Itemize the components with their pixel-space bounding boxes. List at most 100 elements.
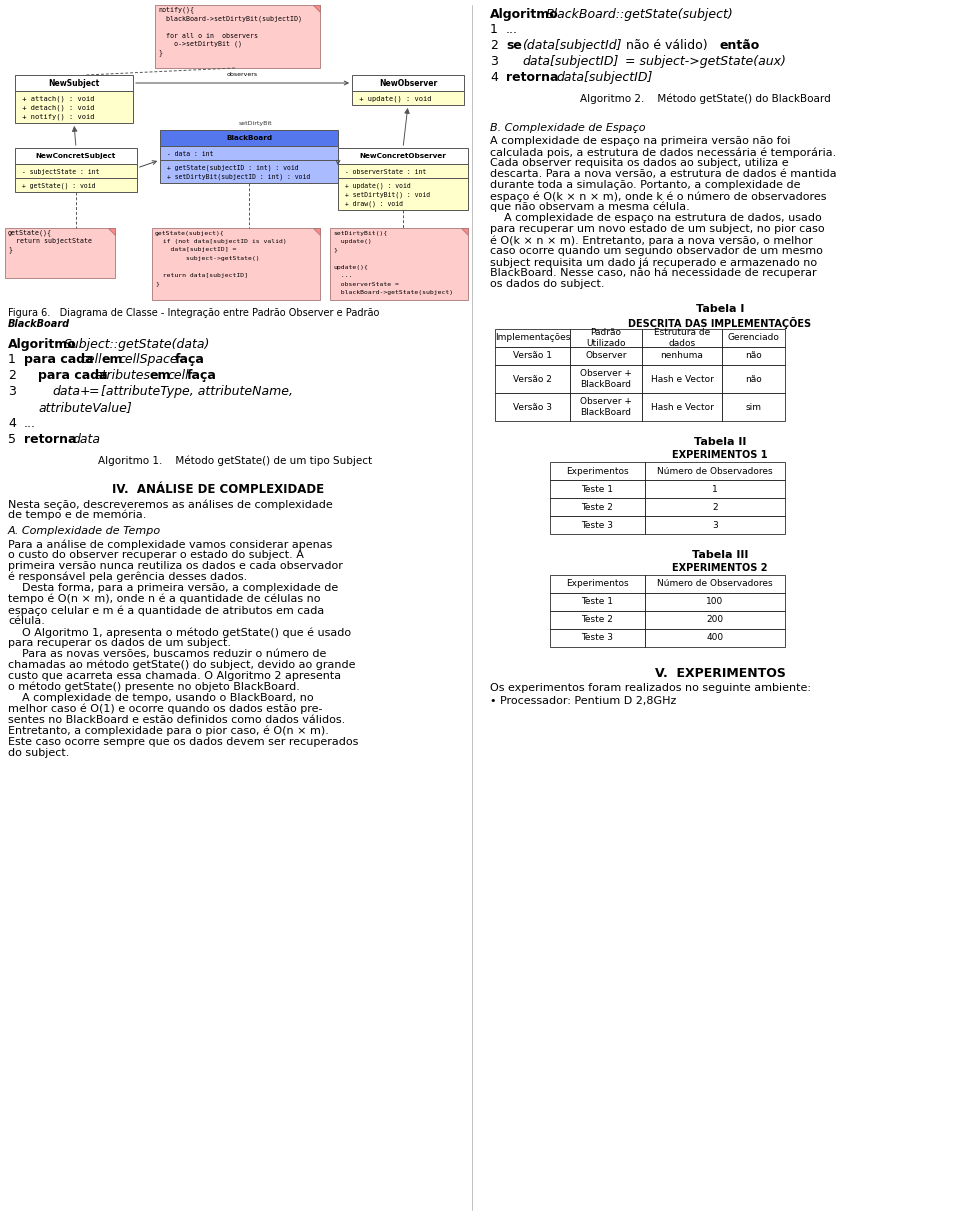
Text: Gerenciado: Gerenciado xyxy=(728,334,780,343)
Text: observers: observers xyxy=(227,72,258,77)
Bar xyxy=(570,329,642,347)
Text: espaço é O(k × n × m), onde k é o número de observadores: espaço é O(k × n × m), onde k é o número… xyxy=(490,191,827,201)
Bar xyxy=(645,629,785,647)
Bar xyxy=(352,91,464,105)
Text: Para as novas versões, buscamos reduzir o número de: Para as novas versões, buscamos reduzir … xyxy=(8,649,326,659)
Bar xyxy=(550,629,645,647)
Polygon shape xyxy=(461,228,468,235)
Text: 100: 100 xyxy=(707,597,724,607)
Text: BlackBoard: BlackBoard xyxy=(8,319,70,329)
Text: A complexidade de espaço na estrutura de dados, usado: A complexidade de espaço na estrutura de… xyxy=(490,213,822,223)
Text: + getState(subjectID : int) : void: + getState(subjectID : int) : void xyxy=(163,165,299,171)
Text: [attributeType, attributeName,: [attributeType, attributeName, xyxy=(101,385,293,397)
Polygon shape xyxy=(108,228,115,235)
Text: Observer +
BlackBoard: Observer + BlackBoard xyxy=(580,369,632,389)
Bar xyxy=(152,228,320,300)
Text: • Processador: Pentium D 2,8GHz: • Processador: Pentium D 2,8GHz xyxy=(490,696,677,706)
Bar xyxy=(15,147,137,165)
Text: 1: 1 xyxy=(8,354,16,366)
Bar xyxy=(352,76,464,91)
Text: Entretanto, a complexidade para o pior caso, é O(n × m).: Entretanto, a complexidade para o pior c… xyxy=(8,727,329,736)
Text: retorna: retorna xyxy=(506,71,559,84)
Text: o método getState() presente no objeto BlackBoard.: o método getState() presente no objeto B… xyxy=(8,681,300,692)
Bar xyxy=(338,147,468,165)
Text: de tempo e de memória.: de tempo e de memória. xyxy=(8,510,146,521)
Bar xyxy=(645,611,785,629)
Bar xyxy=(570,364,642,393)
Text: blackBoard->setDirtyBit(subjectID): blackBoard->setDirtyBit(subjectID) xyxy=(158,16,302,22)
Text: + update() : void: + update() : void xyxy=(355,96,431,102)
Text: 3: 3 xyxy=(712,521,718,529)
Text: célula.: célula. xyxy=(8,616,45,627)
Text: em: em xyxy=(150,369,172,382)
Text: data[subjectID]: data[subjectID] xyxy=(522,55,618,68)
Text: data+: data+ xyxy=(52,385,90,397)
Bar xyxy=(550,575,645,592)
Text: for all o in  observers: for all o in observers xyxy=(158,33,258,39)
Text: getState(){: getState(){ xyxy=(8,229,52,236)
Text: para cada: para cada xyxy=(38,369,108,382)
Text: IV.  ANÁLISE DE COMPLEXIDADE: IV. ANÁLISE DE COMPLEXIDADE xyxy=(112,483,324,496)
Text: descarta. Para a nova versão, a estrutura de dados é mantida: descarta. Para a nova versão, a estrutur… xyxy=(490,169,836,179)
Bar xyxy=(338,178,468,210)
Text: subject->getState(): subject->getState() xyxy=(155,256,259,261)
Text: chamadas ao método getState() do subject, devido ao grande: chamadas ao método getState() do subject… xyxy=(8,659,355,670)
Text: = subject->getState(aux): = subject->getState(aux) xyxy=(625,55,786,68)
Text: NewConcretObserver: NewConcretObserver xyxy=(360,154,446,158)
Text: 2: 2 xyxy=(712,502,718,512)
Text: - data : int: - data : int xyxy=(163,151,213,157)
Text: }: } xyxy=(155,282,158,286)
Text: Algoritmo 1.    Método getState() de um tipo Subject: Algoritmo 1. Método getState() de um tip… xyxy=(98,455,372,466)
Bar xyxy=(15,178,137,193)
Text: data: data xyxy=(72,433,100,446)
Bar xyxy=(15,91,133,123)
Bar xyxy=(645,575,785,592)
Text: Implementações: Implementações xyxy=(494,334,570,343)
Text: notify(){: notify(){ xyxy=(158,6,194,13)
Text: Teste 2: Teste 2 xyxy=(582,502,613,512)
Text: 3: 3 xyxy=(8,385,16,397)
Text: então: então xyxy=(720,39,760,52)
Text: EXPERIMENTOS 2: EXPERIMENTOS 2 xyxy=(672,563,768,573)
Text: Este caso ocorre sempre que os dados devem ser recuperados: Este caso ocorre sempre que os dados dev… xyxy=(8,737,358,747)
Bar xyxy=(495,364,570,393)
Bar xyxy=(15,76,133,91)
Text: DESCRITA DAS IMPLEMENTAÇÕES: DESCRITA DAS IMPLEMENTAÇÕES xyxy=(629,317,811,329)
Text: Hash e Vector: Hash e Vector xyxy=(651,402,713,412)
Text: 400: 400 xyxy=(707,634,724,642)
Text: NewSubject: NewSubject xyxy=(48,78,100,88)
Text: Os experimentos foram realizados no seguinte ambiente:: Os experimentos foram realizados no segu… xyxy=(490,683,811,692)
Text: if (not data[subjectID is valid): if (not data[subjectID is valid) xyxy=(155,239,287,244)
Text: Observer +
BlackBoard: Observer + BlackBoard xyxy=(580,397,632,417)
Bar xyxy=(722,364,785,393)
Text: sim: sim xyxy=(746,402,761,412)
Text: data[subjectID] =: data[subjectID] = xyxy=(155,247,236,252)
Text: setDirtyBit: setDirtyBit xyxy=(239,121,273,126)
Text: return data[subjectID]: return data[subjectID] xyxy=(155,273,248,278)
Text: - observerState : int: - observerState : int xyxy=(341,169,426,176)
Text: nenhuma: nenhuma xyxy=(660,351,704,361)
Text: + draw() : void: + draw() : void xyxy=(341,201,403,207)
Text: update(){: update(){ xyxy=(333,265,368,269)
Bar xyxy=(642,364,722,393)
Text: setDirtyBit(){: setDirtyBit(){ xyxy=(333,230,387,235)
Polygon shape xyxy=(313,5,320,12)
Text: faça: faça xyxy=(187,369,217,382)
Bar xyxy=(15,165,137,178)
Text: Padrão
Utilizado: Padrão Utilizado xyxy=(587,328,626,347)
Text: + attach() : void: + attach() : void xyxy=(18,96,94,102)
Text: NewConcretSubject: NewConcretSubject xyxy=(36,154,116,158)
Text: é responsável pela gerência desses dados.: é responsável pela gerência desses dados… xyxy=(8,572,248,583)
Text: return subjectState: return subjectState xyxy=(8,239,92,245)
Text: Figura 6.   Diagrama de Classe - Integração entre Padrão Observer e Padrão: Figura 6. Diagrama de Classe - Integraçã… xyxy=(8,308,379,318)
Text: 2: 2 xyxy=(8,369,16,382)
Text: 1: 1 xyxy=(712,484,718,494)
Bar xyxy=(550,499,645,516)
Text: 200: 200 xyxy=(707,616,724,624)
Bar xyxy=(645,592,785,611)
Text: blackBoard->getState(subject): blackBoard->getState(subject) xyxy=(333,290,453,295)
Text: Tabela II: Tabela II xyxy=(694,436,746,447)
Text: =: = xyxy=(89,385,100,397)
Text: Teste 3: Teste 3 xyxy=(582,521,613,529)
Text: calculada pois, a estrutura de dados necessária é temporária.: calculada pois, a estrutura de dados nec… xyxy=(490,147,836,157)
